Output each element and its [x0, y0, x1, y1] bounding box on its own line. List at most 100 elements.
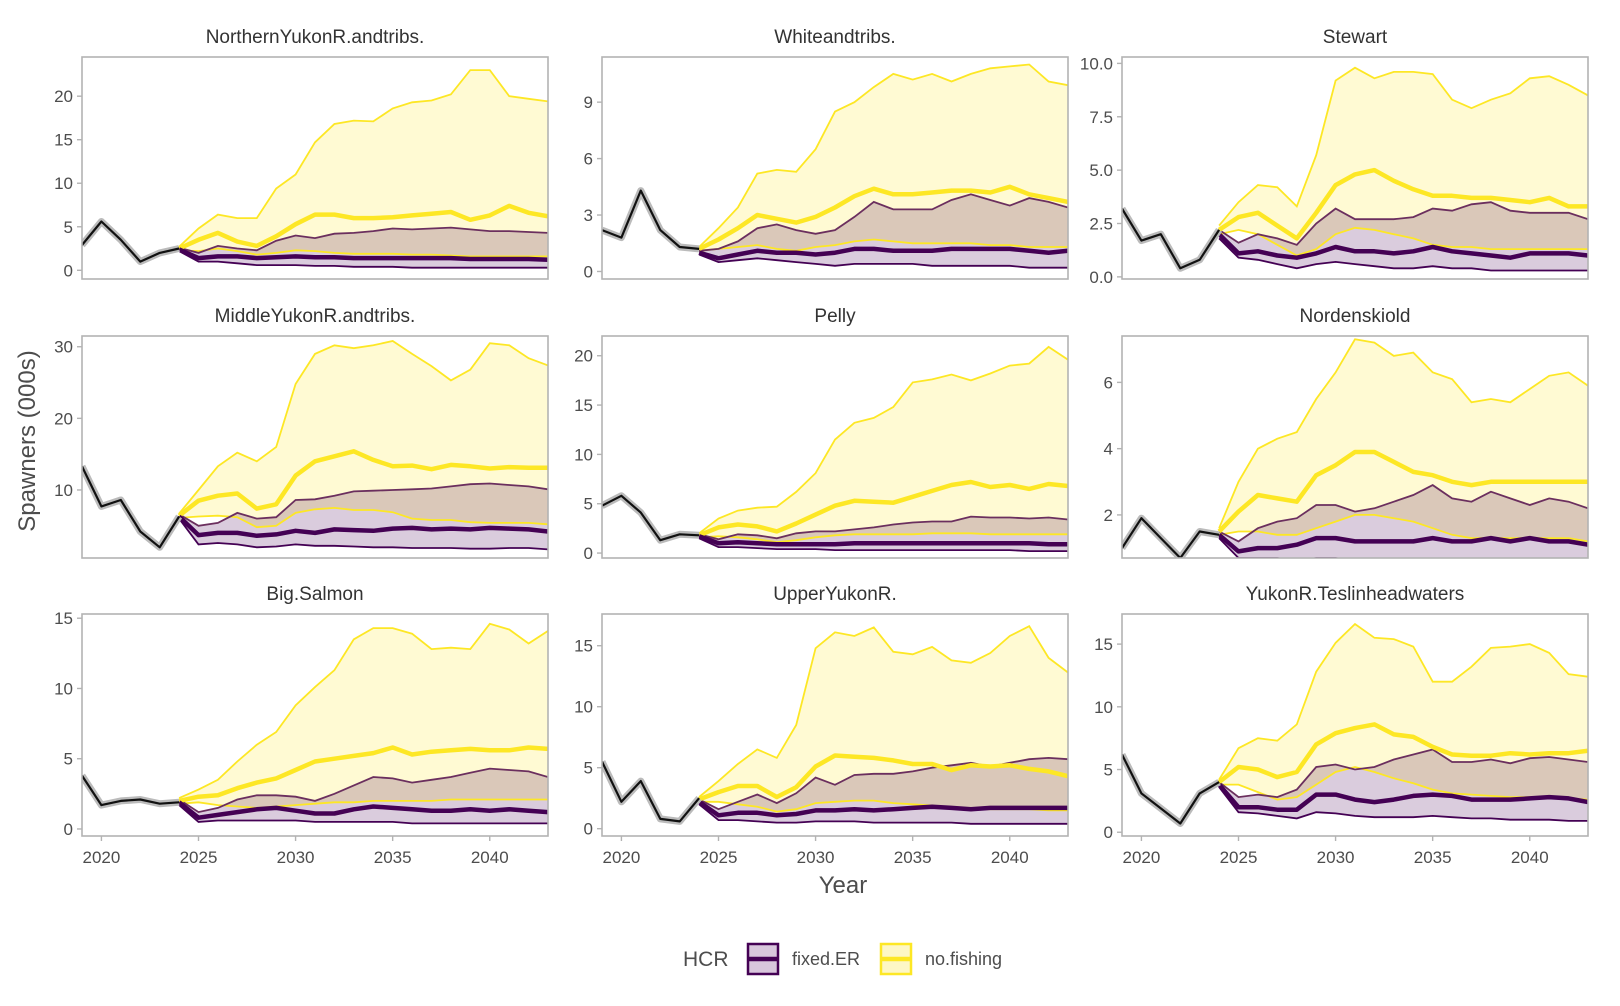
panel-border	[81, 613, 549, 837]
x-tick-label: 2020	[603, 848, 641, 867]
no-fishing-band	[699, 64, 1068, 251]
fixed-er-upper	[698, 515, 1068, 541]
y-tick-label: 20	[54, 409, 73, 428]
y-tick-label: 0	[1104, 823, 1113, 842]
plot-area	[1122, 338, 1588, 558]
plot-area	[602, 625, 1068, 825]
no-fishing-upper	[1218, 66, 1588, 227]
y-tick-label: 15	[574, 637, 593, 656]
no-fishing-median	[177, 449, 548, 518]
y-tick-label: 10	[574, 445, 593, 464]
y-tick-label: 0	[584, 820, 593, 839]
panel-border	[1121, 613, 1589, 837]
y-tick-label: 6	[1104, 373, 1113, 392]
fixed-er-upper	[699, 193, 1068, 252]
fixed-er-lower	[1218, 237, 1588, 272]
y-tick-label: 5	[584, 495, 593, 514]
plot-area	[602, 345, 1068, 552]
no-fishing-lower	[1218, 226, 1588, 257]
fixed-er-upper	[178, 226, 548, 254]
x-axis-title: Year	[819, 872, 868, 899]
no-fishing-median	[698, 753, 1068, 802]
observed-line	[82, 774, 180, 807]
y-axis-title: Spawners (000s)	[14, 350, 41, 531]
plot-area	[1122, 66, 1588, 272]
panel-border	[81, 335, 549, 559]
no-fishing-band	[1219, 67, 1588, 256]
y-tick-label: 20	[574, 347, 593, 366]
y-tick-label: 5.0	[1089, 161, 1113, 180]
y-tick-label: 10	[54, 679, 73, 698]
no-fishing-lower	[179, 247, 548, 258]
fixed-er-band	[1219, 749, 1588, 821]
fixed-er-median	[698, 246, 1068, 261]
y-tick-label: 10	[54, 174, 73, 193]
panel-border	[81, 56, 549, 280]
panel-title: Nordenskiold	[1300, 306, 1411, 327]
no-fishing-upper	[1218, 622, 1588, 781]
panel: Nordenskiold 2 4 6	[1104, 306, 1589, 559]
plot-area	[1122, 622, 1588, 827]
x-tick-label: 2040	[991, 848, 1029, 867]
observed-line	[82, 220, 180, 263]
x-tick-label: 2040	[471, 848, 509, 867]
fixed-er-upper	[178, 767, 548, 814]
observed-line	[602, 189, 700, 250]
panel-title: NorthernYukonR.andtribs.	[206, 27, 425, 48]
fixed-er-median	[177, 514, 548, 539]
observed-line	[1122, 517, 1220, 558]
fixed-er-lower	[698, 537, 1068, 552]
panel-border	[1121, 56, 1589, 280]
fixed-er-upper	[178, 482, 548, 527]
observed-line	[602, 494, 700, 542]
no-fishing-band	[1219, 339, 1588, 542]
panel-title: Big.Salmon	[266, 584, 363, 605]
x-tick-label: 2020	[83, 848, 121, 867]
y-tick-label: 15	[574, 396, 593, 415]
plot-area	[82, 340, 548, 551]
y-tick-label: 3	[584, 206, 593, 225]
panel-border	[1121, 335, 1589, 559]
panel-title: Pelly	[814, 306, 856, 327]
no-fishing-lower	[699, 532, 1068, 544]
x-tick-label: 2035	[894, 848, 932, 867]
no-fishing-lower	[699, 238, 1068, 252]
y-tick-label: 15	[54, 131, 73, 150]
y-tick-label: 0.0	[1089, 268, 1113, 287]
panel-title: Whiteandtribs.	[774, 27, 895, 48]
no-fishing-median	[698, 479, 1068, 538]
no-fishing-band	[179, 623, 548, 808]
y-tick-label: 0	[64, 261, 73, 280]
no-fishing-upper	[698, 625, 1068, 798]
y-tick-label: 5	[584, 759, 593, 778]
no-fishing-median	[698, 184, 1068, 251]
y-tick-label: 20	[54, 87, 73, 106]
no-fishing-median	[1217, 449, 1588, 534]
y-tick-label: 0	[584, 544, 593, 563]
no-fishing-upper	[178, 622, 548, 799]
y-tick-label: 9	[584, 93, 593, 112]
observed-line	[1122, 754, 1220, 825]
fixed-er-lower	[698, 803, 1068, 825]
fixed-er-median	[698, 534, 1068, 547]
x-tick-label: 2030	[277, 848, 315, 867]
panels: NorthernYukonR.andtribs. 0 5 10 15 20 Whiteand…	[54, 27, 1589, 867]
observed-line	[602, 761, 700, 823]
legend-key-no-fishing: no.fishing	[879, 942, 1002, 976]
x-tick-label: 2025	[180, 848, 218, 867]
panel: Whiteandtribs. 0 3 6 9	[584, 27, 1069, 281]
panel: Pelly 0 5 10 15 20	[574, 306, 1069, 563]
panel-border	[601, 56, 1069, 280]
panel: Big.Salmon 0 5 10 15 2020 2025 2030 2035 2040	[54, 584, 549, 867]
panel-title: MiddleYukonR.andtribs.	[215, 306, 416, 327]
y-tick-label: 2.5	[1089, 215, 1113, 234]
fixed-er-median	[1217, 533, 1588, 554]
no-fishing-upper	[1218, 338, 1588, 529]
fixed-er-lower	[698, 253, 1068, 269]
fixed-er-median	[177, 800, 548, 820]
y-tick-label: 0	[64, 820, 73, 839]
panel: MiddleYukonR.andtribs. 10 20 30	[54, 306, 549, 559]
fixed-er-lower	[1218, 786, 1588, 822]
